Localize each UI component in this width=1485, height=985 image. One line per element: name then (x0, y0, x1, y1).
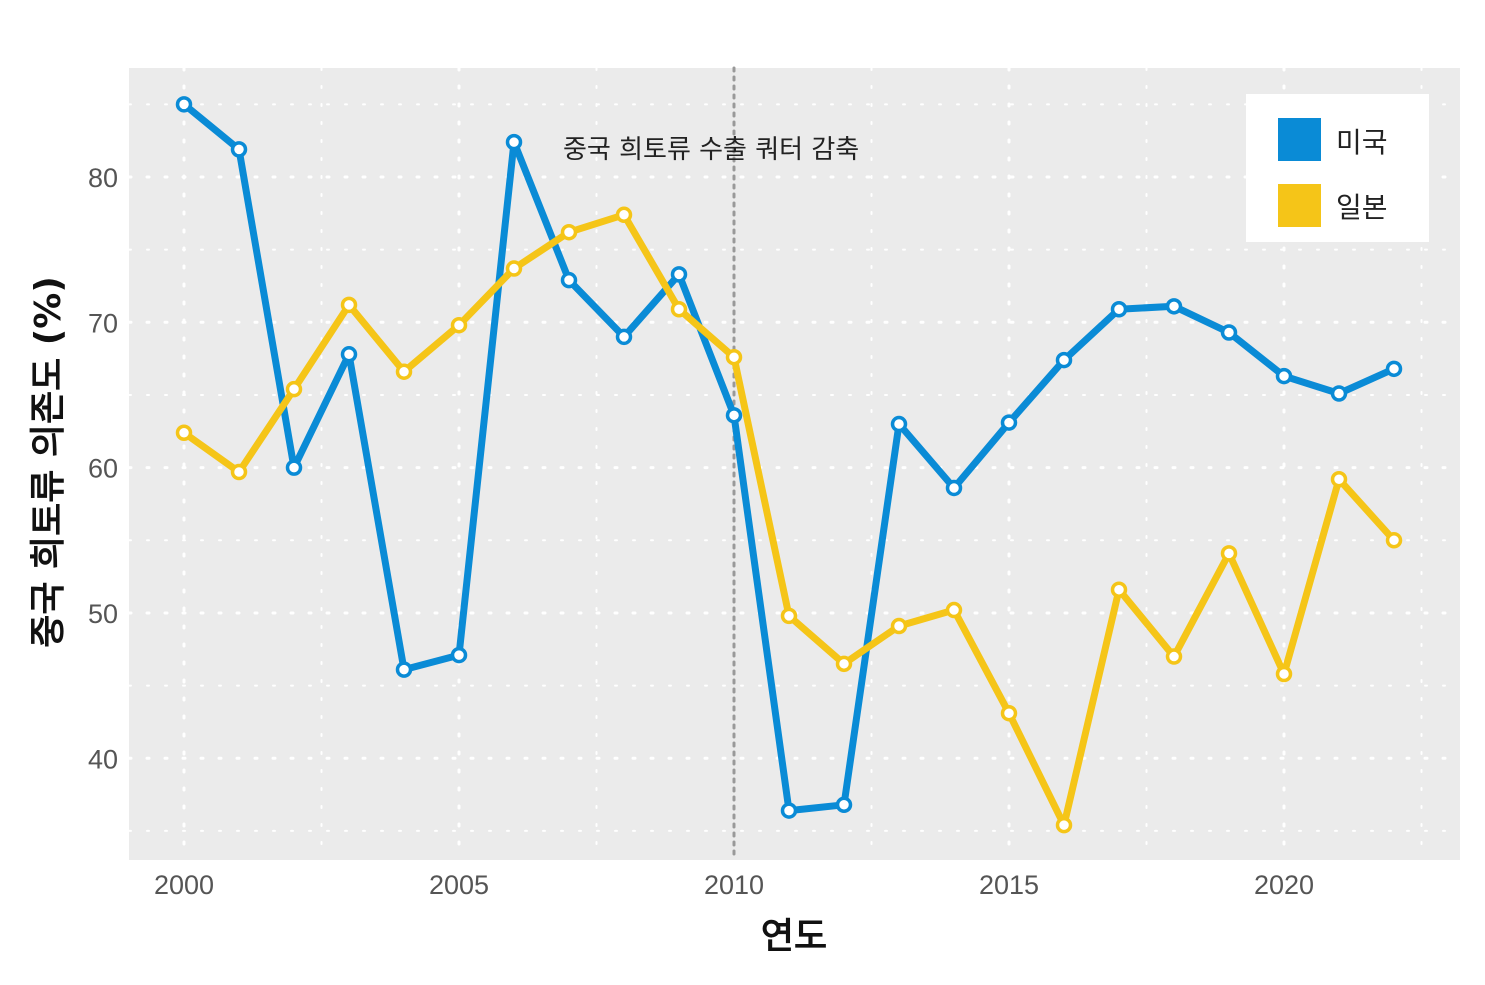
y-tick-label: 70 (88, 308, 118, 338)
data-point-usa (835, 796, 853, 814)
y-axis-ticks: 40 50 60 70 80 (88, 163, 118, 774)
data-point-usa (450, 646, 468, 664)
data-point-japan (615, 206, 633, 224)
data-point-japan (1275, 665, 1293, 683)
y-tick-label: 40 (88, 744, 118, 774)
x-tick-label: 2000 (154, 870, 214, 900)
data-point-japan (1330, 471, 1348, 488)
data-point-usa (505, 133, 523, 151)
y-tick-label: 60 (88, 454, 118, 484)
x-axis-ticks: 2000 2005 2010 2015 2020 (154, 870, 1314, 900)
data-point-usa (395, 661, 413, 678)
legend-background (1246, 94, 1429, 242)
data-point-japan (285, 380, 303, 398)
legend-swatch-japan (1278, 184, 1321, 227)
x-tick-label: 2010 (704, 870, 764, 900)
y-axis-title: 중국 희토류 의존도 (%) (28, 276, 69, 648)
data-point-usa (615, 328, 633, 346)
data-point-japan (340, 296, 358, 314)
data-point-japan (780, 607, 798, 625)
data-point-usa (1055, 351, 1073, 369)
data-point-usa (890, 415, 908, 433)
annotation-text: 중국 희토류 수출 쿼터 감축 (563, 135, 859, 165)
data-point-japan (670, 300, 688, 318)
annotation-group: 중국 희토류 수출 쿼터 감축 (563, 66, 859, 862)
data-point-usa (1220, 324, 1238, 341)
data-point-usa (945, 479, 963, 497)
data-point-japan (835, 655, 853, 673)
plot-background (129, 68, 1460, 860)
x-axis-title: 연도 (761, 916, 827, 957)
legend-label-japan: 일본 (1336, 191, 1388, 224)
data-point-usa (725, 407, 743, 424)
data-point-japan (1000, 704, 1018, 722)
legend-label-usa: 미국 (1336, 126, 1388, 159)
series-group (175, 96, 1403, 834)
data-point-usa (175, 96, 193, 113)
data-point-japan (505, 260, 523, 277)
data-point-japan (230, 463, 248, 481)
data-point-usa (1110, 300, 1128, 318)
data-point-japan (395, 363, 413, 380)
data-point-japan (175, 424, 193, 442)
data-point-usa (1385, 360, 1403, 378)
data-point-usa (1165, 298, 1183, 315)
data-point-usa (670, 266, 688, 283)
data-point-usa (230, 141, 248, 158)
y-tick-label: 50 (88, 599, 118, 629)
data-point-japan (725, 348, 743, 366)
data-point-japan (560, 223, 578, 241)
data-point-usa (285, 459, 303, 476)
data-point-japan (945, 601, 963, 619)
data-point-japan (1110, 581, 1128, 598)
x-tick-label: 2020 (1254, 870, 1314, 900)
data-point-japan (1165, 648, 1183, 665)
data-point-usa (1275, 367, 1293, 385)
data-point-usa (1000, 414, 1018, 431)
x-tick-label: 2015 (979, 870, 1039, 900)
data-point-japan (890, 617, 908, 635)
x-tick-label: 2005 (429, 870, 489, 900)
data-point-usa (560, 271, 578, 289)
y-tick-label: 80 (88, 163, 118, 193)
data-point-japan (1055, 816, 1073, 834)
legend-swatch-usa (1278, 118, 1321, 161)
data-point-usa (780, 802, 798, 819)
legend: 미국 일본 (1246, 94, 1429, 242)
data-point-japan (1385, 532, 1403, 549)
data-point-japan (450, 316, 468, 334)
data-point-usa (340, 346, 358, 363)
data-point-japan (1220, 545, 1238, 562)
data-point-usa (1330, 385, 1348, 402)
